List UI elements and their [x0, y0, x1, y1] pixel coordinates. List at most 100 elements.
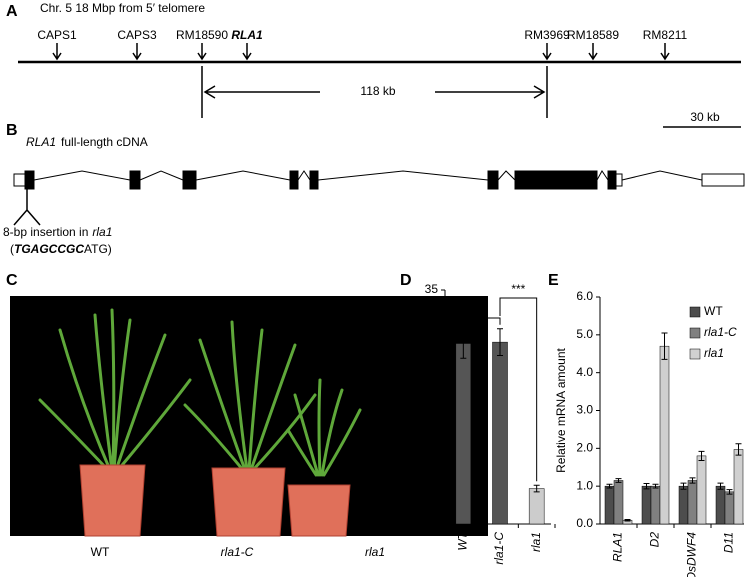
- marker-arrow: [52, 43, 62, 61]
- error-bar: [680, 482, 687, 490]
- y-tick-label: 15: [425, 416, 439, 430]
- error-bar: [460, 328, 467, 359]
- error-bar: [698, 450, 705, 461]
- error-bar: [643, 483, 650, 490]
- insertion-label: 8-bp insertion in rla1: [3, 225, 112, 239]
- seq-bold: TGAGCCGC: [14, 242, 84, 256]
- panel-label: D: [400, 272, 412, 289]
- bar: [455, 343, 472, 525]
- bar: [733, 449, 744, 525]
- legend-swatch: [689, 348, 701, 360]
- insertion-gene: rla1: [92, 225, 112, 239]
- y-tick-label: 10: [425, 449, 439, 463]
- bar: [492, 341, 508, 525]
- gene-desc: full-length cDNA: [61, 135, 148, 149]
- y-tick-label: 0: [431, 516, 438, 530]
- legend-label: WT: [704, 304, 723, 318]
- y-axis-label: Lamina inclination (°): [404, 351, 418, 463]
- marker-label: CAPS1: [37, 28, 77, 42]
- legend-label: rla1-C: [704, 325, 737, 339]
- error-bar: [533, 484, 540, 493]
- marker-label: RM18590: [176, 28, 228, 42]
- y-tick-label: 30: [425, 316, 439, 330]
- x-tick-label: D11: [722, 532, 736, 553]
- bar: [650, 485, 661, 525]
- marker-arrow: [132, 43, 142, 61]
- marker-label: RLA1: [231, 28, 263, 42]
- x-tick-label: OsDWF4: [685, 532, 699, 577]
- error-bar: [497, 328, 503, 357]
- annotation: ns: [475, 300, 488, 314]
- legend-swatch: [689, 327, 701, 339]
- bar: [604, 485, 615, 525]
- bar: [687, 480, 698, 525]
- plants: [38, 308, 362, 537]
- scale-label: 30 kb: [690, 110, 720, 124]
- panel-title: Chr. 5 18 Mbp from 5′ telomere: [40, 1, 205, 15]
- error-bar: [717, 482, 724, 490]
- bar: [724, 491, 735, 525]
- error-bar: [606, 483, 613, 489]
- x-tick-label: WT: [456, 530, 470, 550]
- bracket: [462, 317, 501, 325]
- bar: [659, 345, 670, 525]
- error-bar: [652, 483, 659, 489]
- y-tick-label: 4.0: [576, 365, 593, 379]
- sequence: (TGAGCCGCATG): [10, 242, 112, 256]
- error-bar: [624, 518, 631, 522]
- distance-label: 118 kb: [360, 84, 395, 98]
- marker-arrow: [197, 43, 207, 61]
- y-axis-label: Relative mRNA amount: [554, 347, 568, 472]
- panel-label: C: [6, 272, 18, 289]
- marker-label: RM8211: [643, 28, 688, 42]
- gene-title: RLA1 full-length cDNA: [26, 135, 148, 149]
- insertion-text: 8-bp insertion in: [3, 225, 88, 239]
- x-tick-label: D2: [648, 532, 662, 548]
- y-tick-label: 1.0: [576, 478, 593, 492]
- marker-label: CAPS3: [117, 28, 157, 42]
- bar: [678, 485, 689, 525]
- bar: [641, 485, 652, 525]
- y-tick-label: 2.0: [576, 441, 593, 455]
- plant-labels: WT rla1-C rla1: [91, 545, 385, 559]
- plant-label: rla1: [365, 545, 385, 559]
- y-tick-label: 25: [425, 349, 439, 363]
- marker-label: RM3969: [524, 28, 570, 42]
- marker-arrow: [242, 43, 252, 61]
- bar: [696, 455, 707, 525]
- bar: [613, 480, 624, 525]
- y-tick-label: 0.0: [576, 516, 593, 530]
- bar: [715, 485, 726, 525]
- y-tick-label: 3.0: [576, 403, 593, 417]
- marker-label: RM18589: [567, 28, 619, 42]
- y-tick-label: 20: [425, 382, 439, 396]
- error-bar: [615, 478, 622, 483]
- bar: [528, 488, 545, 525]
- plant-label: rla1-C: [221, 545, 254, 559]
- y-tick-label: 35: [425, 282, 439, 296]
- annotation: ***: [511, 282, 525, 296]
- distance-arrows: [203, 85, 546, 99]
- error-bar: [661, 332, 668, 360]
- plant-label: WT: [91, 545, 110, 559]
- marker-arrow: [660, 43, 670, 61]
- panel-label: A: [6, 3, 18, 20]
- seq-prefix: (: [10, 242, 14, 256]
- y-tick-label: 5: [431, 483, 438, 497]
- panel-label: E: [548, 272, 559, 289]
- legend-label: rla1: [704, 346, 724, 360]
- marker-arrow: [542, 43, 552, 61]
- y-tick-label: 5.0: [576, 327, 593, 341]
- panel-label: B: [6, 122, 18, 139]
- bracket: [499, 297, 538, 482]
- x-tick-label: RLA1: [611, 532, 625, 562]
- error-bar: [735, 443, 742, 456]
- error-bar: [726, 489, 733, 495]
- y-tick-label: 6.0: [576, 289, 593, 303]
- x-tick-label: rla1: [529, 532, 543, 552]
- error-bar: [689, 477, 696, 484]
- gene-name: RLA1: [26, 135, 56, 149]
